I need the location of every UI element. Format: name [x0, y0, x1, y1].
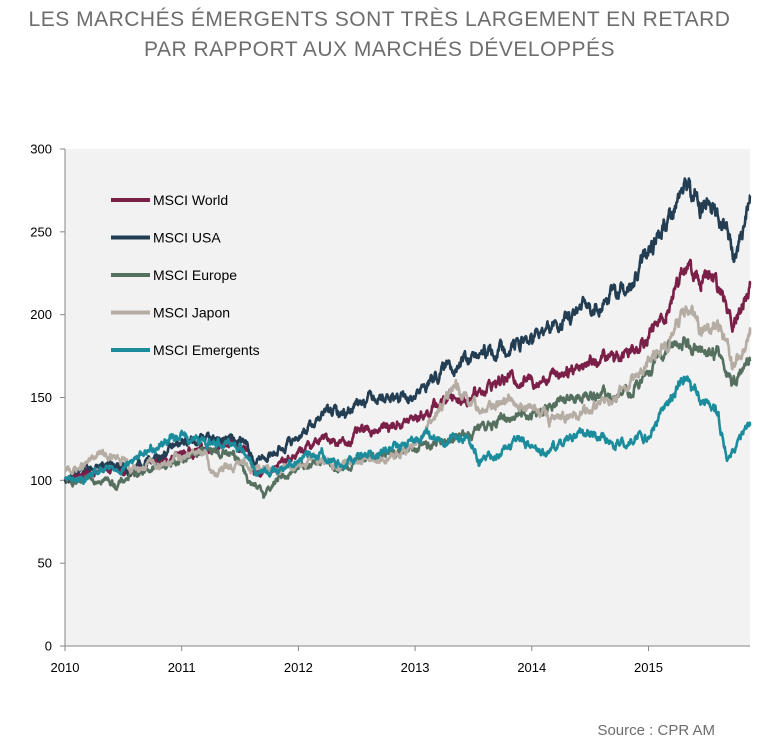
y-tick-label: 50 [38, 556, 52, 571]
legend-label: MSCI Japon [153, 305, 230, 321]
y-tick-label: 200 [30, 307, 52, 322]
x-tick-label: 2012 [284, 660, 313, 675]
x-tick-label: 2011 [168, 660, 196, 675]
series-line-msci-emergents [63, 375, 752, 485]
chart-title-line-2: PAR RAPPORT AUX MARCHÉS DÉVELOPPÉS [144, 38, 615, 61]
series-line-msci-japon [64, 304, 752, 478]
x-axis: 2010 2011 2012 2013 2014 2015 [51, 645, 750, 675]
x-tick-label: 2010 [51, 660, 80, 675]
legend-label: MSCI Europe [153, 267, 237, 283]
y-tick-label: 100 [30, 473, 52, 488]
y-tick-label: 300 [30, 142, 52, 157]
series-line-msci-world [63, 258, 752, 484]
series-line-msci-usa [63, 177, 752, 484]
legend: MSCI World MSCI USA MSCI Europe MSCI Japon M… [111, 192, 260, 358]
x-tick-label: 2014 [517, 660, 546, 675]
x-tick-label: 2015 [634, 660, 663, 675]
y-tick-label: 250 [30, 224, 52, 239]
series-layer [63, 177, 752, 499]
y-tick-label: 0 [45, 639, 52, 654]
y-axis: 0 50 100 150 200 250 300 [30, 142, 66, 654]
y-tick-label: 150 [30, 390, 52, 405]
chart-title-line-1: LES MARCHÉS ÉMERGENTS SONT TRÈS LARGEMEN… [28, 8, 731, 31]
legend-label: MSCI World [153, 192, 228, 208]
source-note: Source : CPR AM [597, 722, 715, 739]
x-tick-label: 2013 [401, 660, 430, 675]
legend-label: MSCI Emergents [153, 342, 260, 358]
legend-label: MSCI USA [153, 230, 221, 246]
